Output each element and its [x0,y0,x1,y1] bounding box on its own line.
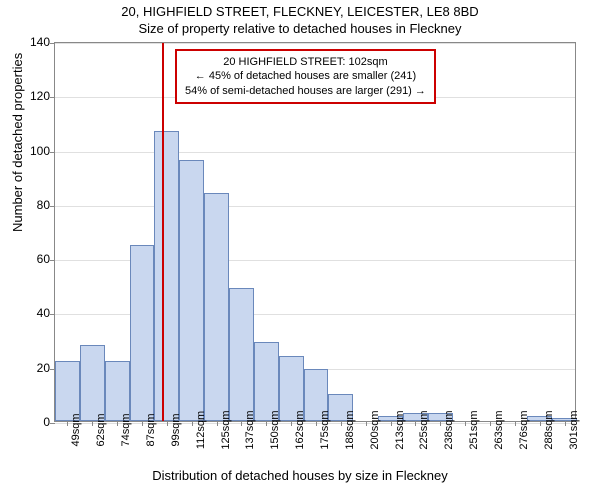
y-tick [50,43,55,44]
x-tick-label: 301sqm [568,410,580,449]
gridline [55,152,575,153]
x-tick [117,421,118,426]
x-tick [291,421,292,426]
x-tick-label: 162sqm [294,410,306,449]
x-tick-label: 99sqm [170,413,182,446]
y-tick-label: 140 [20,35,50,49]
x-tick [217,421,218,426]
x-tick-label: 200sqm [369,410,381,449]
histogram-bar [179,160,204,421]
histogram-bar [229,288,254,421]
x-tick-label: 49sqm [70,413,82,446]
y-tick [50,152,55,153]
plot-area: 20 HIGHFIELD STREET: 102sqm ← 45% of det… [54,42,576,422]
x-tick-label: 137sqm [244,410,256,449]
y-tick-label: 80 [20,198,50,212]
annotation-line-1: 20 HIGHFIELD STREET: 102sqm [185,55,426,69]
x-tick-label: 125sqm [220,410,232,449]
x-tick-label: 263sqm [493,410,505,449]
y-tick [50,97,55,98]
histogram-bar [254,342,279,421]
histogram-bar [105,361,130,421]
y-tick-label: 60 [20,252,50,266]
y-tick-label: 120 [20,89,50,103]
x-tick [341,421,342,426]
x-tick-label: 238sqm [443,410,455,449]
x-tick-label: 175sqm [319,410,331,449]
x-tick [490,421,491,426]
x-tick [241,421,242,426]
x-tick [391,421,392,426]
x-tick-label: 276sqm [518,410,530,449]
y-tick-label: 40 [20,306,50,320]
x-tick-label: 288sqm [543,410,555,449]
histogram-bar [55,361,80,421]
property-marker-line [162,43,164,421]
gridline [55,43,575,44]
x-tick [266,421,267,426]
x-tick-label: 213sqm [394,410,406,449]
x-tick-label: 225sqm [418,410,430,449]
histogram-bar [80,345,105,421]
x-tick [167,421,168,426]
x-tick [440,421,441,426]
x-tick [415,421,416,426]
y-tick-label: 100 [20,144,50,158]
x-tick [465,421,466,426]
chart-title: 20, HIGHFIELD STREET, FLECKNEY, LEICESTE… [0,0,600,38]
y-tick [50,314,55,315]
x-tick-label: 112sqm [195,411,207,449]
title-line-2: Size of property relative to detached ho… [0,21,600,38]
x-tick [540,421,541,426]
x-tick-label: 188sqm [344,410,356,449]
x-tick [366,421,367,426]
title-line-1: 20, HIGHFIELD STREET, FLECKNEY, LEICESTE… [0,4,600,21]
x-axis-title: Distribution of detached houses by size … [0,468,600,483]
histogram-bar [154,131,179,421]
histogram-bar [130,245,155,421]
x-tick-label: 251sqm [468,410,480,449]
y-tick [50,260,55,261]
annotation-box: 20 HIGHFIELD STREET: 102sqm ← 45% of det… [175,49,436,104]
x-tick [515,421,516,426]
histogram-bar [204,193,229,421]
annotation-line-3: 54% of semi-detached houses are larger (… [185,84,426,98]
x-tick [92,421,93,426]
y-tick-label: 0 [20,415,50,429]
x-tick [316,421,317,426]
y-tick-label: 20 [20,361,50,375]
x-tick-label: 87sqm [145,413,157,446]
y-tick [50,206,55,207]
x-tick-label: 150sqm [269,410,281,449]
x-tick [67,421,68,426]
x-tick-label: 74sqm [120,413,132,446]
gridline [55,206,575,207]
annotation-line-2: ← 45% of detached houses are smaller (24… [185,69,426,83]
y-tick [50,423,55,424]
x-tick [565,421,566,426]
x-tick [142,421,143,426]
x-tick-label: 62sqm [95,413,107,446]
x-tick [192,421,193,426]
